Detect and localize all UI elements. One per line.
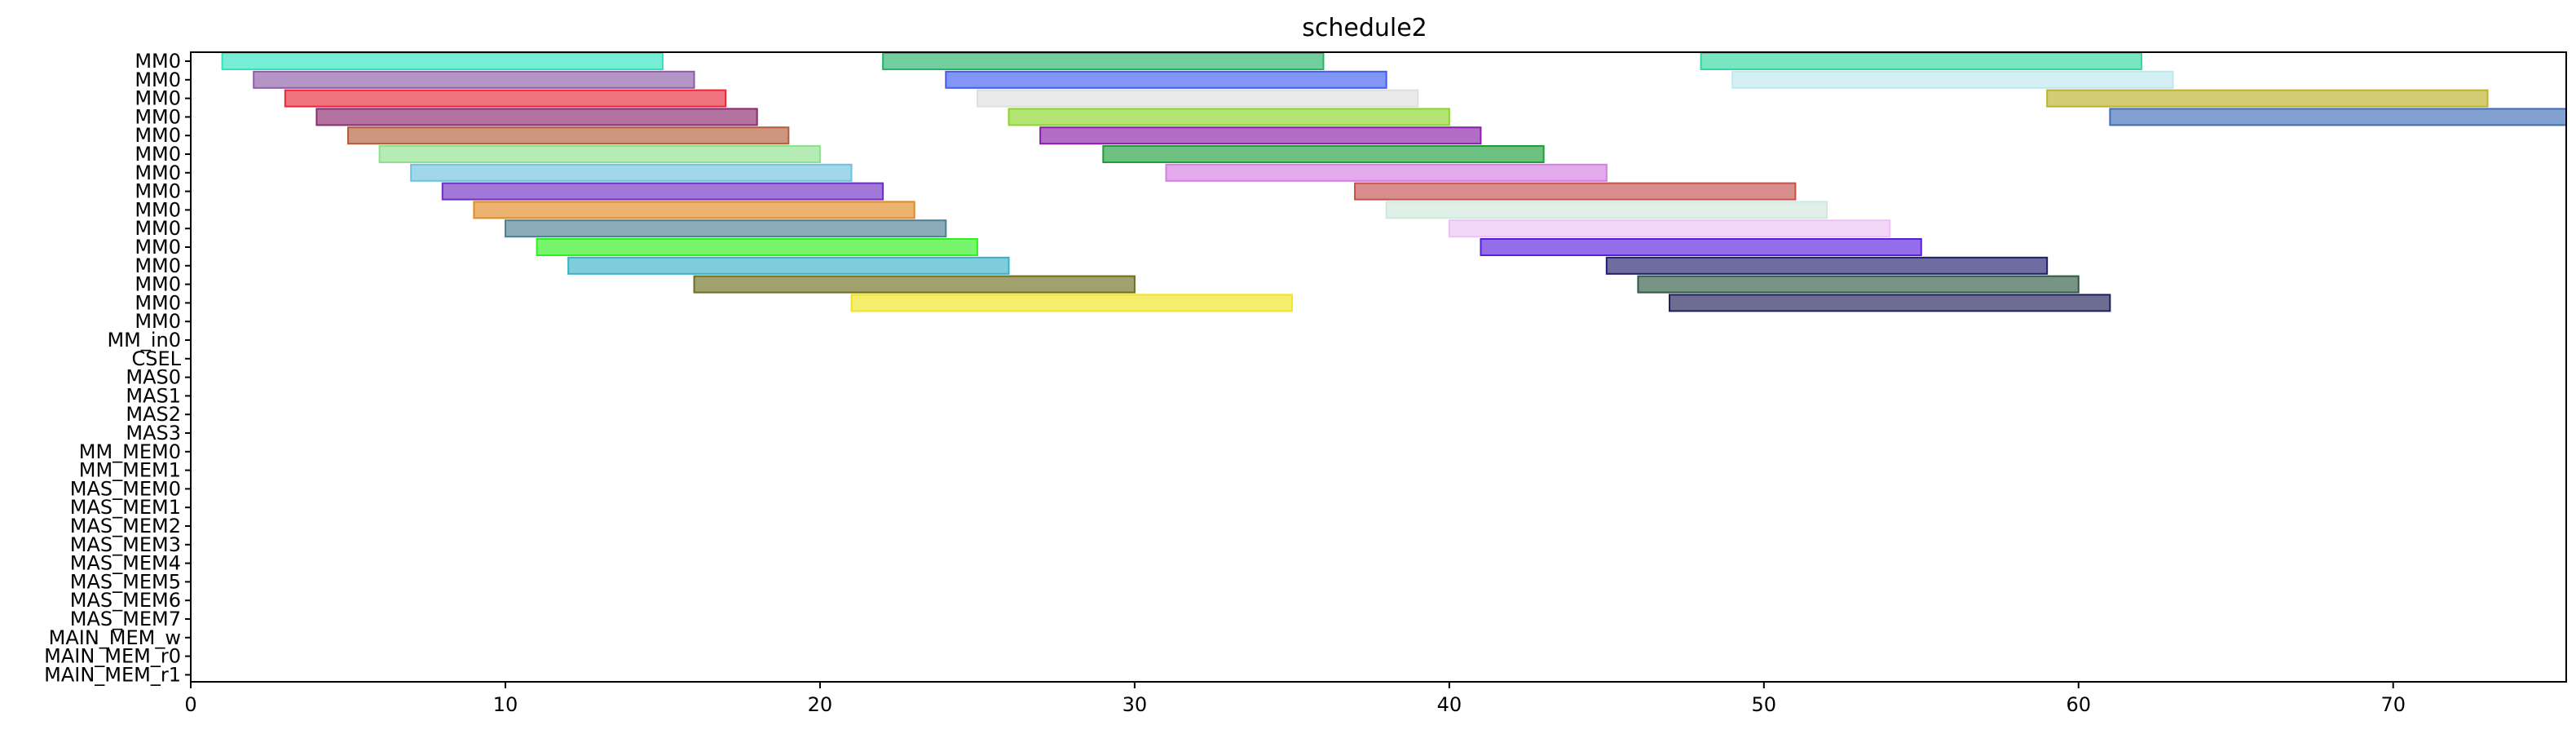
task-bar [850, 294, 1293, 312]
task-bar [1637, 275, 2080, 294]
y-tick-label: MAS_MEM0 [70, 477, 181, 500]
y-tick-label: MAS_MEM4 [70, 552, 181, 575]
y-tick-label: MAS_MEM2 [70, 515, 181, 537]
x-tick-label: 0 [184, 693, 196, 716]
task-bar [1102, 145, 1545, 163]
task-bar [315, 108, 758, 126]
x-tick-label: 30 [1123, 693, 1148, 716]
y-tick-label: MM0 [135, 50, 181, 73]
task-bar [253, 70, 695, 89]
task-bar [945, 70, 1387, 89]
y-tick-label: MAS1 [126, 384, 181, 407]
y-tick-label: MAS_MEM7 [70, 608, 181, 630]
task-bar [410, 163, 853, 182]
y-tick-label: MM0 [135, 143, 181, 166]
x-tick-label: 10 [493, 693, 518, 716]
y-tick-label: MAS3 [126, 422, 181, 444]
y-tick-label: MM0 [135, 236, 181, 259]
y-tick-label: MM_in0 [107, 329, 181, 352]
y-tick-label: MM0 [135, 273, 181, 296]
y-tick-label: MAS2 [126, 403, 181, 426]
x-tick-label: 60 [2066, 693, 2091, 716]
y-tick-label: MAIN_MEM_w [49, 626, 181, 649]
y-tick-label: MAIN_MEM_r0 [44, 645, 181, 668]
y-tick-label: MM0 [135, 217, 181, 240]
y-tick-label: MAS_MEM3 [70, 533, 181, 556]
task-bar [1731, 70, 2174, 89]
plot-frame [190, 51, 2567, 683]
task-bar [1605, 256, 2049, 275]
y-tick-label: CSEL [131, 347, 181, 370]
chart-title: schedule2 [1302, 14, 1427, 42]
x-axis: 0 10 20 30 40 50 60 70 [184, 682, 2406, 716]
task-bar [2109, 108, 2568, 126]
y-axis-labels: MM0MM0MM0MM0MM0MM0MM0MM0MM0MM0MM0MM0MM0M… [44, 50, 191, 686]
x-tick-label: 70 [2380, 693, 2406, 716]
y-tick-label: MAS_MEM5 [70, 570, 181, 593]
task-bar [346, 126, 790, 145]
y-tick-label: MM0 [135, 198, 181, 221]
y-tick-label: MAIN_MEM_r1 [44, 663, 181, 686]
y-tick-label: MM0 [135, 69, 181, 91]
task-bar [1480, 238, 1922, 256]
task-bar [693, 275, 1136, 294]
y-tick-label: MM0 [135, 124, 181, 147]
x-tick-label: 20 [808, 693, 833, 716]
y-tick-label: MM_MEM1 [79, 459, 181, 482]
task-bar [1039, 126, 1482, 145]
task-bar [2046, 89, 2489, 108]
task-bar [284, 89, 727, 108]
y-tick-label: MM0 [135, 180, 181, 203]
task-bar [536, 238, 978, 256]
task-bar [1385, 201, 1828, 219]
y-tick-label: MM_MEM0 [79, 440, 181, 463]
task-bar [882, 52, 1325, 70]
y-tick-label: MM0 [135, 254, 181, 277]
task-bar [1008, 108, 1450, 126]
task-bar [976, 89, 1419, 108]
task-bar [473, 201, 915, 219]
x-tick-label: 40 [1437, 693, 1462, 716]
task-bar [441, 182, 884, 201]
y-tick-label: MAS_MEM6 [70, 589, 181, 612]
task-bar [1448, 219, 1891, 238]
y-tick-label: MM0 [135, 291, 181, 314]
task-bar [1165, 163, 1608, 182]
y-tick-label: MAS_MEM1 [70, 496, 181, 519]
task-bar [378, 145, 821, 163]
task-bar [221, 52, 664, 70]
y-tick-label: MM0 [135, 87, 181, 110]
task-bar [1700, 52, 2142, 70]
y-tick-label: MM0 [135, 105, 181, 128]
task-bar [567, 256, 1010, 275]
y-tick-label: MM0 [135, 310, 181, 333]
x-tick-label: 50 [1752, 693, 1777, 716]
y-tick-label: MAS0 [126, 366, 181, 389]
task-bar [504, 219, 947, 238]
task-bars [221, 52, 2568, 312]
task-bar [1669, 294, 2111, 312]
task-bar [1354, 182, 1797, 201]
y-tick-label: MM0 [135, 161, 181, 184]
